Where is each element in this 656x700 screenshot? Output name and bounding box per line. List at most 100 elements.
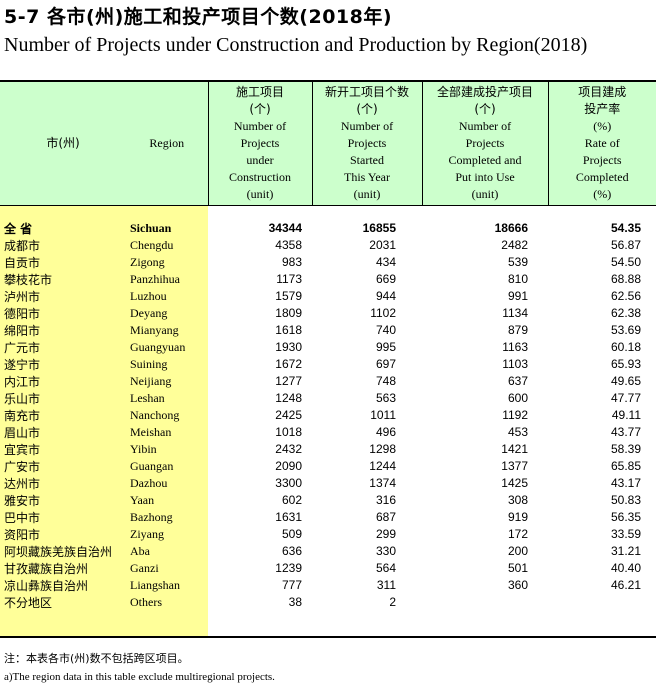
region-name-english: Nanchong	[126, 406, 208, 424]
table-row: 德阳市 Deyang 1809 1102 1134 62.38	[0, 304, 656, 322]
table-row: 广元市 Guangyuan 1930 995 1163 60.18	[0, 338, 656, 356]
value-completion-rate: 49.11	[611, 408, 641, 422]
table-row: 雅安市 Yaan 602 316 308 50.83	[0, 491, 656, 509]
table-row: 阿坝藏族羌族自治州 Aba 636 330 200 31.21	[0, 542, 656, 560]
value-completed: 1163	[502, 340, 528, 354]
value-completion-rate: 58.39	[610, 442, 641, 456]
value-under-construction: 509	[281, 527, 302, 541]
table-row: 广安市 Guangan 2090 1244 1377 65.85	[0, 457, 656, 475]
region-name-chinese: 雅安市	[0, 491, 126, 509]
value-started-this-year: 496	[375, 425, 396, 439]
table-title-english: Number of Projects under Construction an…	[4, 34, 588, 56]
region-name-english: Guangan	[126, 457, 208, 475]
region-name-chinese: 绵阳市	[0, 321, 126, 339]
value-completion-rate	[548, 594, 656, 611]
value-under-construction: 636	[281, 544, 302, 558]
value-started-this-year: 740	[375, 323, 396, 337]
value-started-this-year: 311	[376, 578, 396, 592]
region-name-chinese: 攀枝花市	[0, 270, 126, 288]
value-under-construction: 2425	[275, 408, 302, 422]
value-started-this-year: 995	[375, 340, 396, 354]
value-completion-rate: 40.40	[610, 561, 641, 575]
value-under-construction: 1239	[275, 561, 302, 575]
value-under-construction: 1930	[275, 340, 302, 354]
header-under-construction: 施工项目 (个) Number of Projects under Constr…	[207, 80, 312, 206]
header-completed: 全部建成投产项目 (个) Number of Projects Complete…	[421, 80, 548, 206]
value-completed: 637	[507, 374, 528, 388]
table-row: 攀枝花市 Panzhihua 1173 669 810 68.88	[0, 270, 656, 288]
value-under-construction: 1173	[276, 272, 302, 286]
value-under-construction: 777	[281, 578, 302, 592]
value-completed: 501	[507, 561, 528, 575]
region-name-english: Leshan	[126, 389, 208, 407]
value-completed: 453	[507, 425, 528, 439]
value-completed: 1421	[501, 442, 528, 456]
table-row: 眉山市 Meishan 1018 496 453 43.77	[0, 423, 656, 441]
footnote-english: a)The region data in this table exclude …	[4, 671, 275, 683]
region-name-chinese: 内江市	[0, 372, 126, 390]
table-row: 甘孜藏族自治州 Ganzi 1239 564 501 40.40	[0, 559, 656, 577]
region-name-chinese: 资阳市	[0, 525, 126, 543]
value-completion-rate: 43.17	[610, 476, 641, 490]
value-completed: 1134	[502, 306, 528, 320]
header-region: Region	[126, 80, 208, 206]
value-started-this-year: 669	[375, 272, 396, 286]
value-completion-rate: 54.50	[610, 255, 641, 269]
value-under-construction: 2090	[275, 459, 302, 473]
value-under-construction: 1579	[275, 289, 302, 303]
region-name-chinese: 宜宾市	[0, 440, 126, 458]
value-under-construction: 1248	[275, 391, 302, 405]
table-row: 南充市 Nanchong 2425 1011 1192 49.11	[0, 406, 656, 424]
value-started-this-year: 316	[375, 493, 396, 507]
table-row: 乐山市 Leshan 1248 563 600 47.77	[0, 389, 656, 407]
value-completed: 539	[507, 255, 528, 269]
region-name-english: Others	[126, 593, 208, 611]
region-name-chinese: 凉山彝族自治州	[0, 576, 126, 594]
value-completed: 360	[507, 578, 528, 592]
region-name-english: Deyang	[126, 304, 208, 322]
table-header: 市(州) Region 施工项目 (个) Number of Projects …	[0, 80, 656, 206]
value-completion-rate: 53.69	[610, 323, 641, 337]
value-completed: 1425	[501, 476, 528, 490]
region-name-chinese: 遂宁市	[0, 355, 126, 373]
table-row: 巴中市 Bazhong 1631 687 919 56.35	[0, 508, 656, 526]
value-started-this-year: 944	[375, 289, 396, 303]
region-name-english: Dazhou	[126, 474, 208, 492]
value-completion-rate: 50.83	[610, 493, 641, 507]
region-name-chinese: 德阳市	[0, 304, 126, 322]
region-name-chinese: 眉山市	[0, 423, 126, 441]
value-completion-rate: 54.35	[610, 221, 641, 235]
region-name-english: Sichuan	[126, 219, 208, 237]
value-under-construction: 38	[288, 595, 302, 609]
region-name-chinese: 广元市	[0, 338, 126, 356]
table-row: 遂宁市 Suining 1672 697 1103 65.93	[0, 355, 656, 373]
value-completion-rate: 49.65	[610, 374, 641, 388]
value-completion-rate: 47.77	[610, 391, 641, 405]
value-started-this-year: 1298	[369, 442, 396, 456]
region-name-english: Aba	[126, 542, 208, 560]
value-under-construction: 1672	[275, 357, 302, 371]
region-name-chinese: 成都市	[0, 236, 126, 254]
value-under-construction: 1809	[275, 306, 302, 320]
table-body: 全 省 Sichuan 34344 16855 18666 54.35 成都市 Chengdu…	[0, 205, 656, 638]
region-name-english: Yaan	[126, 491, 208, 509]
region-name-english: Mianyang	[126, 321, 208, 339]
value-under-construction: 1277	[275, 374, 302, 388]
value-started-this-year: 748	[375, 374, 396, 388]
region-name-english: Ganzi	[126, 559, 208, 577]
value-started-this-year: 16855	[362, 221, 396, 235]
region-name-chinese: 巴中市	[0, 508, 126, 526]
value-started-this-year: 1102	[370, 306, 396, 320]
value-completion-rate: 33.59	[610, 527, 641, 541]
value-under-construction: 1018	[275, 425, 302, 439]
region-name-english: Suining	[126, 355, 208, 373]
value-completed: 200	[507, 544, 528, 558]
table-end-row	[0, 610, 656, 638]
region-name-chinese: 自贡市	[0, 253, 126, 271]
value-completed: 1192	[502, 408, 528, 422]
region-name-english: Guangyuan	[126, 338, 208, 356]
value-started-this-year: 1244	[369, 459, 396, 473]
value-started-this-year: 2	[389, 595, 396, 609]
region-name-english: Luzhou	[126, 287, 208, 305]
region-name-chinese: 达州市	[0, 474, 126, 492]
